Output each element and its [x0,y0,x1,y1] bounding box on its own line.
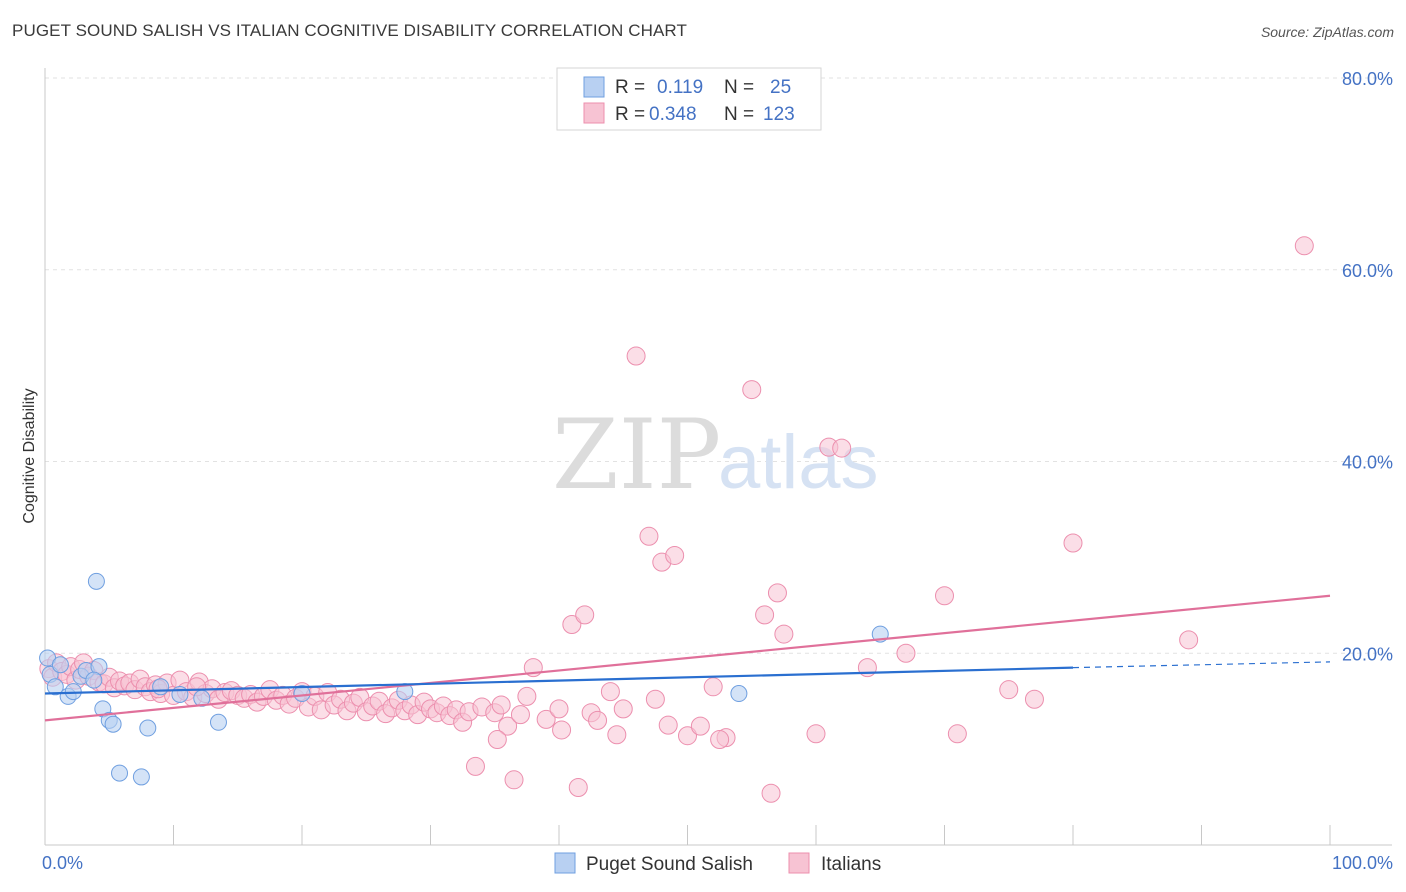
italians-point [935,586,954,606]
italians-point [645,689,665,709]
bottom-legend-swatch-blue [554,852,576,874]
legend-r-label-1: R = [615,77,645,98]
italians-point [491,695,511,715]
italians-point [562,614,582,634]
legend-n-label-1: N = [724,77,754,98]
italians-point [896,643,916,663]
y-tick-label-40: 40.0% [1342,453,1393,473]
bottom-legend-swatch-pink [788,852,810,874]
italians-point [552,720,572,740]
legend-r-value-1: 0.119 [657,77,703,98]
italians-point [487,730,507,750]
watermark-atlas: atlas [718,420,879,505]
puget-sound-salish-point [104,715,122,733]
axes [44,68,1392,846]
legend-swatch-blue [583,76,605,98]
puget-sound-salish-point [132,768,150,786]
puget-sound-salish-point [730,685,748,703]
puget-sound-salish-point [85,671,103,689]
italians-point [774,624,794,644]
puget-sound-salish-point [87,572,105,590]
puget-sound-salish-point [152,678,170,696]
italians-point [549,699,569,719]
legend-n-value-2: 123 [763,104,795,125]
italians-point [510,705,530,725]
grid-lines [45,77,1392,654]
watermark: ZIP atlas [552,399,879,511]
italians-point [1024,689,1044,709]
legend-n-value-1: 25 [770,77,791,98]
y-tick-label-80: 80.0% [1342,69,1393,89]
legend-r-value-2: 0.348 [649,104,697,125]
italians-point [588,710,608,730]
watermark-zip: ZIP [552,399,721,511]
x-tick-labels: 0.0% 100.0% [42,853,1393,873]
italians-point [665,545,685,565]
italians-trend-line [44,594,1331,722]
x-tick-label-max: 100.0% [1332,853,1393,873]
page-title: PUGET SOUND SALISH VS ITALIAN COGNITIVE … [12,21,687,40]
italians-point [678,726,697,746]
italians-point [600,682,620,702]
y-tick-label-60: 60.0% [1342,261,1393,281]
trend-lines [44,594,1331,722]
puget-sound-salish-point [209,713,227,731]
italians-point [710,730,730,750]
puget-sound-salish-point [139,719,157,737]
legend-box: R = 0.119 N = 25 R = 0.348 N = 123 [556,67,822,131]
italians-point [832,438,852,458]
bottom-legend-label-italians: Italians [821,854,881,875]
italians-point [947,724,967,744]
italians-point [504,770,524,790]
italians-point [568,777,588,797]
puget-sound-salish-point [171,685,189,703]
italians-point [999,680,1019,700]
legend-swatch-pink [583,102,605,124]
italians-point [703,677,723,697]
italians-point [613,699,633,719]
y-tick-labels: 20.0% 40.0% 60.0% 80.0% [1342,69,1393,664]
italians-point [607,725,627,745]
italians-point [575,605,595,625]
italians-point [1063,533,1083,553]
italians-point [806,724,826,744]
italians-point [755,605,775,625]
source-label: Source: ZipAtlas.com [1260,24,1394,40]
italians-point [761,783,781,803]
puget-sound-salish-point [51,656,69,674]
bottom-legend: Puget Sound Salish Italians [554,852,881,875]
italians-point [1179,630,1199,650]
puget-sound-salish-point [111,764,129,782]
italians-point [639,526,659,546]
y-tick-label-20: 20.0% [1342,644,1393,664]
italians-point [536,709,556,729]
italians-point [690,716,710,736]
legend-n-label-2: N = [724,104,754,125]
italians-point [742,380,762,400]
italians-point [626,346,646,366]
italians-point [658,715,678,735]
puget-sound-salish-point [46,678,64,696]
y-axis-title: Cognitive Disability [21,388,38,523]
x-tick-label-min: 0.0% [42,853,83,873]
italians-point [498,716,518,736]
italians-points [39,236,1314,803]
italians-point [1294,236,1314,256]
puget-sound-salish-trend-extension [1072,661,1331,669]
italians-point [517,686,537,706]
puget-sound-salish-trend-line [44,666,1074,695]
legend-r-label-2: R = [615,104,645,125]
italians-point [767,583,787,603]
puget-sound-salish-points [39,572,889,786]
italians-point [465,756,485,776]
puget-sound-salish-point [293,685,311,703]
bottom-legend-label-puget-sound-salish: Puget Sound Salish [586,854,753,875]
